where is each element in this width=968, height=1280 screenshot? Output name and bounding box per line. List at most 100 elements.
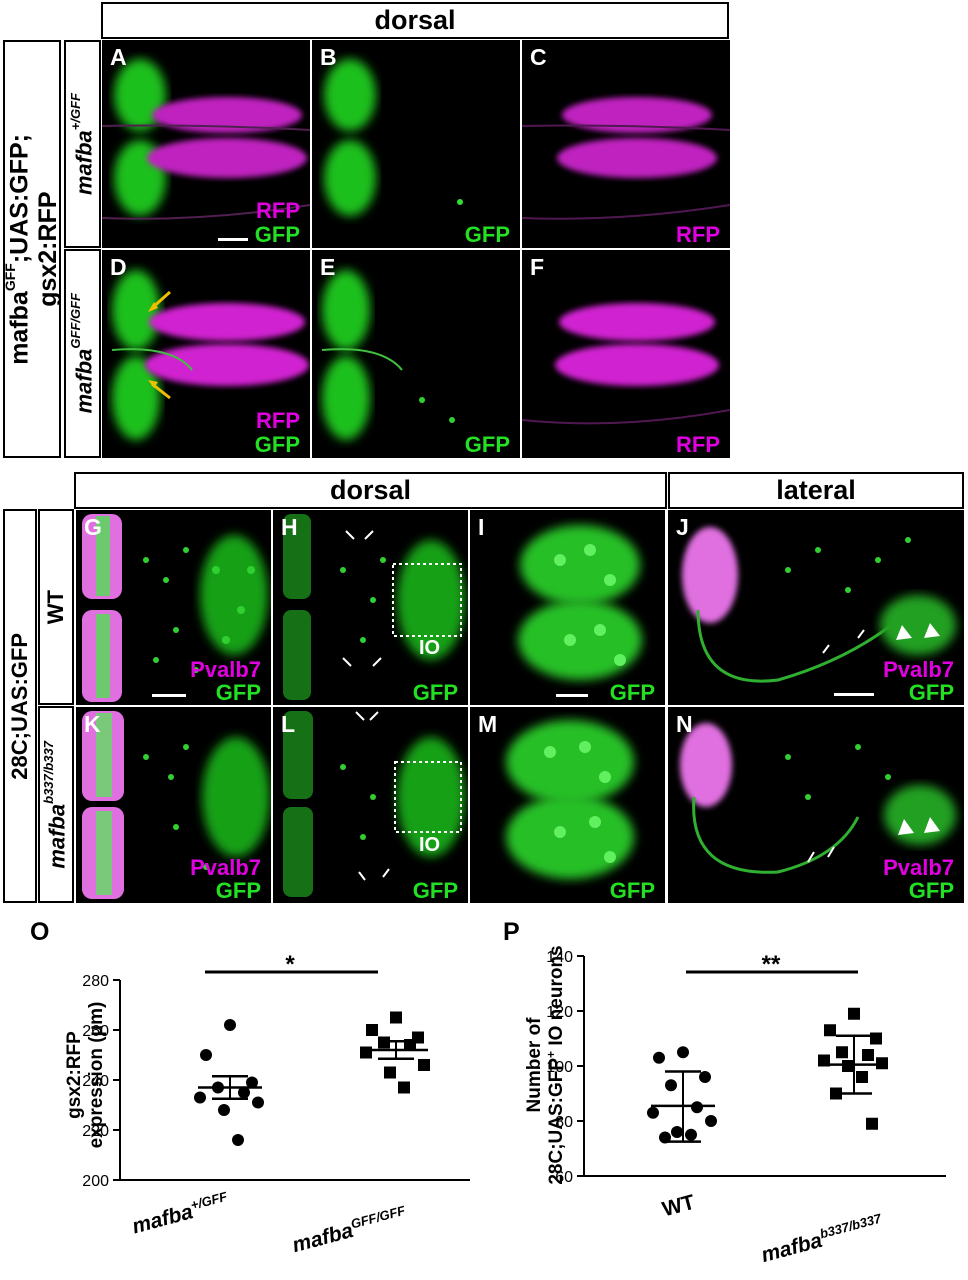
panel-d: D RFP GFP bbox=[102, 250, 310, 458]
panel-m-image bbox=[506, 720, 634, 879]
row1-label-a: mafba bbox=[71, 130, 97, 195]
chart-o-s0-point-8 bbox=[232, 1134, 244, 1146]
chart-o-cat2: mafbaGFF/GFF bbox=[289, 1202, 410, 1257]
panel-g-scale-bar bbox=[152, 694, 186, 697]
top-row1-label: mafba+/GFF bbox=[64, 40, 101, 248]
panel-l-io-label: IO bbox=[419, 834, 441, 856]
chart-o-s0-point-0 bbox=[224, 1019, 236, 1031]
panel-l: L IO GFP bbox=[273, 707, 468, 903]
chart-p-ylabel-2a: 28C;UAS:GFP bbox=[546, 1058, 567, 1185]
chart-p-s1-point-10 bbox=[866, 1117, 878, 1130]
panel-j-scale-bar bbox=[834, 693, 874, 696]
chart-p-s1-point-6 bbox=[876, 1057, 888, 1070]
panel-a-rfp-label: RFP bbox=[256, 198, 300, 223]
chart-p-ylabel-1: Number of bbox=[524, 1017, 545, 1113]
panel-f-image bbox=[522, 303, 730, 425]
bottom-row2-label: mafbab337/b337 bbox=[38, 706, 74, 903]
bottom-row1-label: WT bbox=[38, 509, 74, 705]
panel-h-gfp-label: GFP bbox=[412, 680, 458, 705]
panel-d-letter: D bbox=[110, 254, 127, 280]
chart-p-s1-point-4 bbox=[862, 1049, 874, 1061]
panel-b-letter: B bbox=[320, 44, 337, 70]
panel-c-rfp-label: RFP bbox=[676, 222, 720, 247]
chart-o-cat1-sup: +/GFF bbox=[189, 1188, 230, 1212]
panel-a-image bbox=[102, 59, 310, 220]
chart-o-s1-point-1 bbox=[366, 1024, 378, 1036]
chart-o-s1-point-8 bbox=[398, 1081, 410, 1094]
bottom-row2-text: mafbab337/b337 bbox=[41, 741, 70, 869]
chart-p-s0-point-8 bbox=[685, 1128, 697, 1141]
panel-f: F RFP bbox=[522, 250, 730, 458]
panel-e-image bbox=[321, 270, 455, 440]
row2-label-a: mafba bbox=[71, 348, 97, 414]
geno-text-a: mafba bbox=[4, 290, 33, 365]
chart-p-s0-point-6 bbox=[705, 1115, 717, 1127]
chart-p-ylabel-2: 28C;UAS:GFP+ IO neurons bbox=[544, 945, 567, 1184]
chart-o-s0-point-1 bbox=[200, 1049, 212, 1061]
chart-o-letter: O bbox=[30, 918, 50, 946]
chart-o-s0-point-4 bbox=[238, 1086, 250, 1099]
chart-p-ytick-label-3: 120 bbox=[546, 1004, 573, 1021]
chart-p-s1-point-0 bbox=[848, 1007, 860, 1020]
chart-o-ytick-label-3: 260 bbox=[82, 1023, 109, 1040]
chart-p-ylabel-2sup: + bbox=[544, 1051, 558, 1058]
panel-h-letter: H bbox=[281, 514, 298, 540]
panel-b-gfp-label: GFP bbox=[464, 222, 510, 247]
chart-p-s0-point-3 bbox=[665, 1079, 677, 1092]
panel-k-gfp-label: GFP bbox=[215, 878, 261, 903]
chart-p-cat2-a: mafba bbox=[759, 1229, 825, 1267]
chart-o-ytick-label-2: 240 bbox=[82, 1073, 109, 1090]
chart-o-cat2-a: mafba bbox=[290, 1219, 356, 1257]
panel-h-image bbox=[283, 514, 465, 700]
bottom-lateral-text: lateral bbox=[776, 475, 856, 505]
row2-text: mafbaGFF/GFF bbox=[68, 293, 97, 414]
chart-p-s1-point-2 bbox=[870, 1032, 882, 1045]
chart-p-s1-point-8 bbox=[856, 1071, 868, 1083]
chart-p-ytick-label-4: 140 bbox=[546, 949, 573, 966]
panel-h: H IO GFP bbox=[273, 510, 468, 705]
panel-d-rfp-label: RFP bbox=[256, 408, 300, 433]
panel-d-image bbox=[111, 270, 309, 440]
panel-l-letter: L bbox=[281, 711, 296, 737]
geno-text-b: ;UAS:GFP; bbox=[4, 133, 33, 263]
row1-label-sup: +/GFF bbox=[67, 93, 83, 131]
panel-f-rfp-label: RFP bbox=[676, 432, 720, 457]
top-genotype-label: mafbaGFF;UAS:GFP; gsx2:RFP bbox=[2, 40, 62, 458]
chart-o-ylabel-1: gsx2:RFP bbox=[64, 1031, 85, 1119]
panel-i: I GFP bbox=[470, 510, 665, 705]
chart-o-s0-point-5 bbox=[194, 1091, 206, 1104]
panel-i-scale-bar bbox=[556, 694, 588, 697]
chart-o-s0-point-6 bbox=[252, 1096, 264, 1109]
panel-a-letter: A bbox=[110, 44, 127, 70]
panel-l-gfp-label: GFP bbox=[412, 878, 458, 903]
panel-k: K Pvalb7 GFP bbox=[76, 707, 271, 903]
chart-p-ylabel-2b: IO neurons bbox=[546, 945, 567, 1051]
panel-k-image bbox=[82, 711, 270, 899]
panel-l-image bbox=[283, 711, 465, 897]
panel-c-letter: C bbox=[530, 44, 547, 70]
panel-m: M GFP bbox=[470, 707, 665, 903]
bottom-dorsal-text: dorsal bbox=[329, 475, 412, 505]
panel-j-gfp-label: GFP bbox=[908, 680, 954, 705]
chart-p-s0-point-4 bbox=[691, 1101, 703, 1114]
chart-o-s1-point-6 bbox=[418, 1059, 430, 1071]
chart-p-cat1: WT bbox=[660, 1191, 698, 1222]
chart-p-ytick-label-1: 80 bbox=[555, 1114, 573, 1131]
panel-e: E GFP bbox=[312, 250, 520, 458]
panel-c-image bbox=[522, 97, 730, 220]
panel-d-gfp-label: GFP bbox=[254, 432, 300, 457]
chart-p-letter: P bbox=[503, 918, 520, 946]
panel-g-image bbox=[82, 514, 268, 702]
chart-o-cat1: mafba+/GFF bbox=[129, 1188, 232, 1238]
panel-e-letter: E bbox=[320, 254, 336, 280]
panel-n: N Pvalb7 GFP bbox=[668, 707, 964, 903]
bottom-genotype-text: 28C;UAS:GFP bbox=[7, 632, 33, 780]
chart-p-s0-point-1 bbox=[653, 1051, 665, 1064]
chart-o-s1-point-7 bbox=[384, 1066, 396, 1079]
chart-o-s1-point-5 bbox=[360, 1046, 372, 1059]
top-header-dorsal: dorsal bbox=[101, 2, 729, 39]
chart-p-significance: ** bbox=[762, 951, 781, 978]
panel-k-pvalb7-label: Pvalb7 bbox=[190, 855, 261, 880]
chart-p-s0-point-5 bbox=[647, 1106, 659, 1119]
panel-f-letter: F bbox=[530, 254, 545, 280]
